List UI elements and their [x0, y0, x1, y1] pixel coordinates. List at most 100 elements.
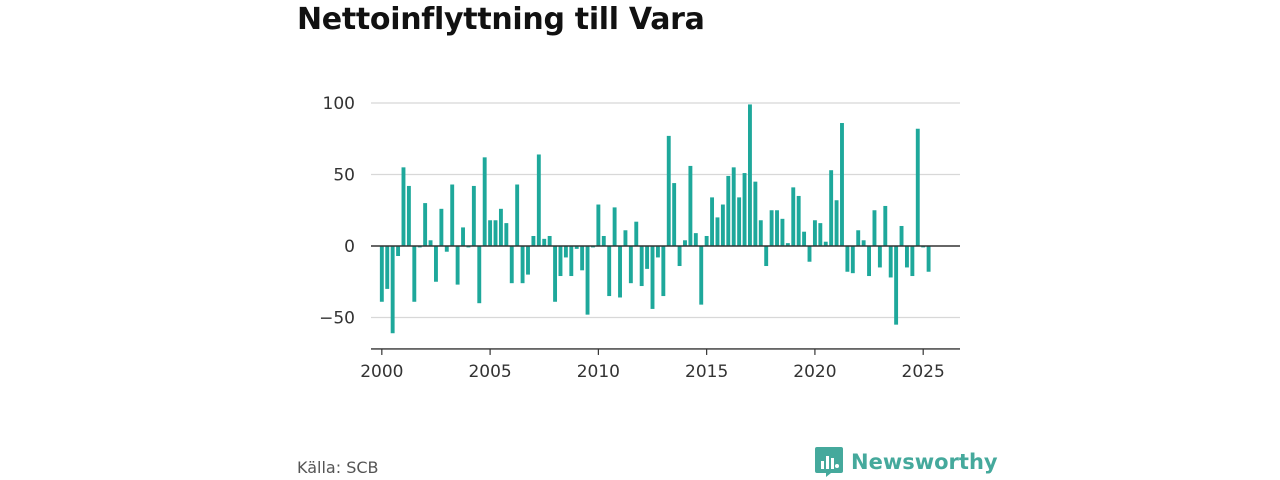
bar: [720, 204, 725, 246]
bar: [856, 230, 861, 246]
bar: [704, 235, 709, 246]
bar: [840, 123, 844, 246]
bar: [915, 128, 920, 246]
bar: [645, 246, 650, 269]
bar: [904, 246, 909, 268]
bar: [423, 203, 428, 246]
bar: [748, 104, 752, 247]
bar: [585, 246, 590, 315]
bar: [710, 197, 715, 246]
bar: [872, 210, 877, 246]
bar: [574, 246, 579, 249]
bar: [379, 246, 384, 302]
bar: [385, 246, 390, 289]
bars: [379, 104, 931, 334]
bar: [926, 246, 931, 272]
bar: [455, 246, 460, 285]
bar: [596, 204, 601, 246]
bar: [823, 241, 828, 246]
bar: [672, 183, 677, 246]
bar: [450, 184, 455, 246]
bar: [845, 246, 850, 272]
bar: [802, 231, 807, 246]
bar: [807, 246, 812, 262]
bar: [612, 207, 617, 246]
bar: [444, 246, 449, 252]
x-tick-label: 2015: [685, 362, 728, 382]
bar: [775, 210, 779, 246]
bar: [796, 195, 801, 246]
bar: [498, 208, 503, 246]
bar: [861, 240, 866, 246]
bar: [515, 184, 520, 246]
bar: [753, 181, 758, 246]
x-tick-label: 2025: [902, 362, 945, 382]
bar: [785, 243, 790, 246]
bar: [401, 167, 406, 246]
bar: [888, 246, 893, 278]
bar: [650, 246, 655, 309]
bar: [737, 197, 742, 246]
bar: [569, 246, 574, 277]
bar: [493, 220, 498, 246]
bar: [607, 246, 612, 297]
bar: [683, 240, 687, 246]
bar: [563, 246, 568, 258]
bar: [764, 246, 769, 267]
bar: [531, 235, 536, 246]
bar: [677, 246, 682, 267]
bar: [850, 246, 855, 274]
bar: [509, 246, 514, 284]
bar: [867, 246, 872, 277]
bar: [834, 200, 839, 246]
bar: [699, 246, 704, 305]
bar: [883, 205, 888, 246]
bar: [526, 246, 530, 275]
bar: [558, 246, 563, 277]
bar-chart: 100 50 0 −50 2000 2005 2010 2015 2020 2025: [319, 94, 960, 382]
x-tick-label: 2010: [577, 362, 620, 382]
bar: [661, 246, 666, 297]
bar: [412, 246, 417, 302]
x-tick-label: 2000: [360, 362, 403, 382]
bar: [488, 220, 493, 246]
newsworthy-logo-icon: [815, 447, 843, 477]
bar: [542, 238, 547, 246]
bar: [406, 185, 411, 246]
bar: [758, 220, 763, 246]
bar: [461, 227, 465, 246]
bar: [434, 246, 438, 282]
bar: [731, 167, 736, 246]
bar: [769, 210, 774, 246]
bar: [791, 187, 796, 246]
bar: [655, 246, 660, 258]
bar: [634, 221, 639, 246]
bar: [547, 235, 552, 246]
bar: [504, 223, 509, 246]
axes: 100 50 0 −50 2000 2005 2010 2015 2020 2025: [319, 94, 960, 382]
brand-logo[interactable]: Newsworthy: [815, 447, 998, 477]
bar: [482, 157, 487, 246]
bar: [618, 246, 622, 298]
bar: [639, 246, 644, 287]
bar: [688, 165, 693, 246]
y-tick-label: 50: [333, 166, 355, 186]
bar: [520, 246, 525, 284]
bar: [899, 225, 904, 246]
bar: [910, 246, 915, 277]
source-label: Källa: SCB: [297, 458, 379, 477]
brand-name: Newsworthy: [851, 450, 998, 474]
chart-title: Nettoinflyttning till Vara: [297, 2, 705, 37]
y-tick-label: 0: [344, 237, 355, 257]
bar: [477, 246, 482, 304]
bar: [553, 246, 558, 302]
bar: [818, 223, 823, 246]
bar: [536, 154, 541, 246]
bar: [742, 173, 747, 246]
bar: [623, 230, 628, 246]
bar: [812, 220, 817, 246]
bar: [396, 246, 401, 257]
bar: [894, 246, 899, 325]
bar: [726, 175, 731, 246]
bar: [829, 170, 834, 246]
